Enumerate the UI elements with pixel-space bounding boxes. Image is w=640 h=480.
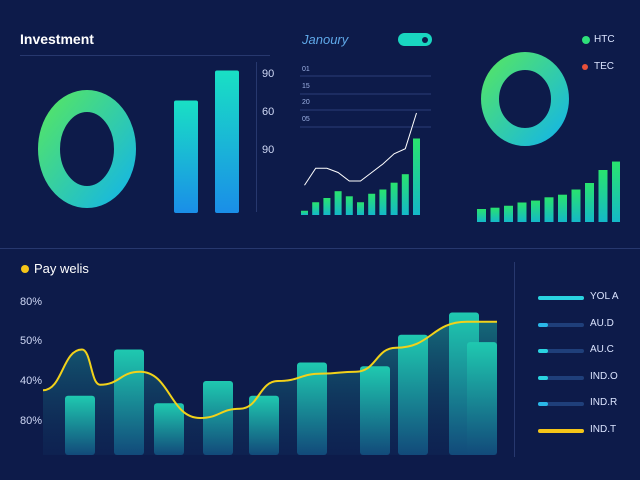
january-bar: [323, 198, 331, 215]
legend-swatch: [538, 428, 584, 433]
legend-track: [538, 402, 584, 406]
investment-axis: [256, 62, 257, 212]
pay-bar: [154, 403, 184, 455]
january-toggle[interactable]: [398, 33, 432, 46]
legend-label: IND.T: [590, 423, 617, 435]
legend-track: [538, 349, 584, 353]
pay-chart: [42, 312, 497, 455]
january-bar: [401, 174, 409, 215]
legend-label: IND.O: [590, 370, 618, 382]
section-divider: [0, 248, 640, 249]
january-bar: [334, 191, 342, 215]
htc-bar: [477, 209, 486, 222]
htc-legend-dot: [582, 36, 590, 44]
legend-divider: [514, 262, 515, 457]
investment-tick-1: 90: [262, 68, 275, 80]
htc-ring: [481, 52, 569, 146]
htc-bar: [558, 194, 567, 222]
pay-tick-2: 50%: [20, 335, 43, 347]
january-title: Janoury: [302, 32, 349, 47]
january-tick-2: 15: [302, 83, 310, 90]
investment-bar: [215, 70, 239, 213]
htc-bar: [517, 202, 527, 222]
pay-trend-line: [42, 320, 497, 420]
htc-bar: [504, 205, 513, 222]
pay-bar: [249, 395, 279, 455]
investment-title: Investment: [20, 31, 94, 47]
legend-swatch: [538, 349, 548, 353]
january-bar: [357, 202, 364, 215]
legend-item[interactable]: AU.D: [538, 318, 633, 334]
legend-label: AU.D: [590, 317, 614, 329]
legend-track: [538, 322, 584, 327]
january-bar: [312, 202, 320, 215]
pay-tick-4: 80%: [20, 415, 43, 427]
tec-legend-dot: [582, 64, 588, 70]
legend-swatch: [538, 322, 548, 327]
january-bar: [368, 193, 376, 215]
january-bar: [413, 138, 420, 215]
pay-title-dot: [21, 265, 29, 273]
pay-bar: [297, 362, 327, 455]
legend-item[interactable]: IND.T: [538, 424, 633, 440]
investment-chart: [38, 70, 239, 213]
pay-bar: [398, 334, 428, 455]
htc-bar: [571, 189, 581, 222]
htc-bar: [531, 200, 540, 222]
january-tick-3: 20: [302, 99, 310, 106]
legend-item[interactable]: YOL A: [538, 291, 633, 307]
january-tick-1: 01: [302, 66, 310, 73]
legend-item[interactable]: IND.R: [538, 397, 633, 413]
legend-track: [538, 375, 584, 380]
pay-bar: [65, 395, 95, 455]
htc-legend-label: HTC: [594, 34, 615, 45]
htc-bar: [544, 197, 554, 222]
pay-title: Pay welis: [34, 261, 89, 276]
htc-bar: [612, 161, 620, 222]
january-bar: [390, 182, 398, 215]
htc-chart: [477, 52, 620, 222]
investment-tick-2: 60: [262, 106, 275, 118]
pay-bar: [203, 381, 233, 455]
legend-label: AU.C: [590, 344, 614, 355]
htc-bar: [598, 170, 608, 222]
legend-swatch: [538, 296, 584, 300]
pay-bar: [114, 349, 144, 455]
january-tick-4: 05: [302, 116, 310, 123]
htc-bar: [585, 183, 594, 222]
investment-bar: [174, 100, 198, 213]
january-bar: [379, 189, 387, 215]
legend-swatch: [538, 402, 548, 406]
pay-tick-3: 40%: [20, 375, 43, 387]
pay-bar: [467, 342, 497, 455]
htc-bar: [490, 207, 500, 222]
legend-item[interactable]: IND.O: [538, 371, 633, 387]
legend-swatch: [538, 375, 548, 380]
legend-label: YOL A: [590, 291, 619, 302]
january-trend-line: [304, 112, 417, 186]
pay-tick-1: 80%: [20, 296, 43, 308]
january-bar: [301, 210, 308, 215]
january-chart: [300, 75, 431, 215]
investment-tick-3: 90: [262, 144, 275, 156]
investment-ring: [38, 90, 136, 208]
legend-item[interactable]: AU.C: [538, 344, 633, 360]
pay-bar: [360, 366, 390, 455]
january-bar: [345, 196, 353, 215]
legend-bottom: YOL A AU.D AU.C IND.O IND.R IND.T: [538, 291, 633, 441]
tec-legend-label: TEC: [594, 61, 614, 72]
legend-label: IND.R: [590, 397, 618, 408]
investment-divider: [20, 55, 270, 56]
toggle-knob: [422, 36, 428, 43]
